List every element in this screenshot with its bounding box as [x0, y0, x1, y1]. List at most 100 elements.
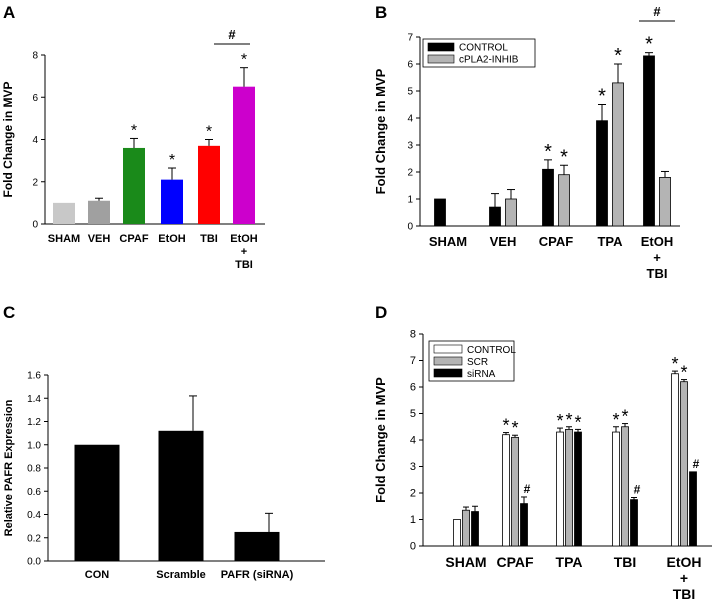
- panel-a-significance-star: *: [169, 152, 175, 169]
- panel-a-category-label: CPAF: [119, 233, 148, 245]
- panel-d-significance-mark: *: [511, 418, 518, 438]
- panel-a-significance-star: *: [241, 52, 247, 69]
- panel-c-ytick-label: 0.8: [27, 464, 41, 475]
- panel-d-ytick-label: 1: [410, 514, 416, 526]
- panel-c-ytick-label: 0.4: [27, 510, 41, 521]
- panel-d-significance-mark: *: [556, 411, 563, 431]
- panel-c-bar: [158, 430, 204, 561]
- panel-d-category-label: TPA: [556, 554, 583, 570]
- panel-d-ytick-label: 6: [410, 382, 416, 394]
- panel-a-y-axis-label: Fold Change in MVP: [1, 82, 15, 198]
- panel-d-category-label: +: [680, 570, 688, 586]
- panel-d-ytick-label: 7: [410, 355, 416, 367]
- panel-a-category-label: VEH: [88, 233, 111, 245]
- panel-b-legend-label: CONTROL: [459, 43, 508, 54]
- panel-c-bar: [74, 444, 120, 561]
- panel-d-legend-label: CONTROL: [467, 345, 516, 356]
- panel-d-legend-label: siRNA: [467, 369, 496, 380]
- panel-d-bar: [612, 431, 620, 547]
- panel-a-category-label: +: [241, 246, 247, 258]
- panel-b-ytick-label: 1: [407, 195, 413, 206]
- panel-d-bar: [671, 373, 679, 547]
- panel-a-category-label: EtOH: [230, 233, 258, 245]
- panel-b-category-label: EtOH: [641, 234, 674, 249]
- panel-d-bar: [471, 511, 479, 547]
- panel-d-bar: [689, 471, 697, 547]
- panel-d-ytick-label: 2: [410, 488, 416, 500]
- panel-d-bar: [511, 436, 519, 547]
- panel-b-bar: [505, 198, 517, 227]
- panel-b-bar: [659, 176, 671, 227]
- panel-c-ytick-label: 0.0: [27, 557, 41, 568]
- panel-b-ytick-label: 7: [407, 33, 413, 44]
- panel-d-category-label: EtOH: [667, 554, 702, 570]
- panel-a-bar: [161, 179, 183, 224]
- panel-a-category-label: TBI: [200, 233, 218, 245]
- panel-d-bar: [556, 431, 564, 547]
- panel-b-bracket-label: #: [653, 4, 661, 19]
- panel-d-category-label: TBI: [673, 586, 696, 602]
- panel-d-legend-swatch: [433, 356, 463, 366]
- panel-a-bar: [233, 86, 255, 224]
- panel-a-ytick-label: 8: [32, 51, 38, 62]
- panel-b-bar: [612, 82, 624, 227]
- panel-b-bar: [596, 120, 608, 227]
- panel-b-legend-swatch: [427, 42, 455, 52]
- panel-c-ytick-label: 1.6: [27, 371, 41, 382]
- panel-a-ytick-label: 2: [32, 177, 38, 188]
- panel-b-category-label: SHAM: [429, 234, 467, 249]
- panel-d-ytick-label: 4: [410, 435, 416, 447]
- panel-a-bar: [88, 200, 110, 224]
- panel-a-bracket-label: #: [228, 27, 236, 42]
- panel-b-bar: [558, 174, 570, 227]
- panel-c-y-axis-label: Relative PAFR Expression: [3, 399, 15, 536]
- panel-d-significance-mark: #: [634, 483, 641, 497]
- panel-d-bar: [462, 509, 470, 547]
- panel-b-ytick-label: 6: [407, 60, 413, 71]
- panel-a-ytick-label: 0: [32, 220, 38, 231]
- panel-b-bar: [434, 198, 446, 227]
- panel-b-category-label: CPAF: [539, 234, 573, 249]
- panel-d-bar: [621, 426, 629, 547]
- panel-c-letter: C: [3, 303, 15, 322]
- panel-a-category-label: TBI: [235, 259, 253, 271]
- panel-d-significance-mark: *: [565, 410, 572, 430]
- panel-b-significance-star: *: [614, 45, 622, 67]
- panel-d-significance-mark: *: [671, 354, 678, 374]
- panel-c-category-label: PAFR (siRNA): [221, 569, 294, 581]
- panel-d-significance-mark: *: [621, 407, 628, 427]
- panel-c-category-label: Scramble: [156, 569, 206, 581]
- panel-b-ytick-label: 3: [407, 141, 413, 152]
- panel-d-significance-mark: #: [524, 482, 531, 496]
- panel-d-bar: [574, 431, 582, 547]
- panel-b-legend-swatch: [427, 54, 455, 64]
- panel-b-category-label: TPA: [597, 234, 623, 249]
- panel-d-ytick-label: 8: [410, 329, 416, 341]
- panel-d-bar: [630, 499, 638, 547]
- panel-c-ytick-label: 1.0: [27, 440, 41, 451]
- panel-a-significance-star: *: [131, 122, 137, 139]
- panel-c-ytick-label: 0.2: [27, 533, 41, 544]
- panel-d-category-label: CPAF: [496, 554, 534, 570]
- panel-d-legend-label: SCR: [467, 357, 488, 368]
- panel-c-ytick-label: 0.6: [27, 487, 41, 498]
- panel-a-letter: A: [3, 3, 15, 22]
- panel-d-ytick-label: 3: [410, 461, 416, 473]
- panel-b-ytick-label: 5: [407, 87, 413, 98]
- panel-d-y-axis-label: Fold Change in MVP: [373, 377, 388, 503]
- panel-d-significance-mark: *: [680, 363, 687, 383]
- panel-d-significance-mark: *: [502, 416, 509, 436]
- panel-a-ytick-label: 6: [32, 93, 38, 104]
- panel-d-legend-swatch: [433, 368, 463, 378]
- panel-b-y-axis-label: Fold Change in MVP: [373, 68, 388, 194]
- panel-b-legend-label: cPLA2-INHIB: [459, 55, 519, 66]
- panel-d-legend-swatch: [433, 344, 463, 354]
- panel-b-ytick-label: 2: [407, 168, 413, 179]
- panel-b-bar: [542, 168, 554, 227]
- panel-b-bar: [489, 206, 501, 227]
- panel-d-significance-mark: *: [612, 410, 619, 430]
- panel-d-significance-mark: #: [693, 457, 700, 471]
- panel-d-bar: [502, 434, 510, 547]
- panel-a-bar: [123, 147, 145, 224]
